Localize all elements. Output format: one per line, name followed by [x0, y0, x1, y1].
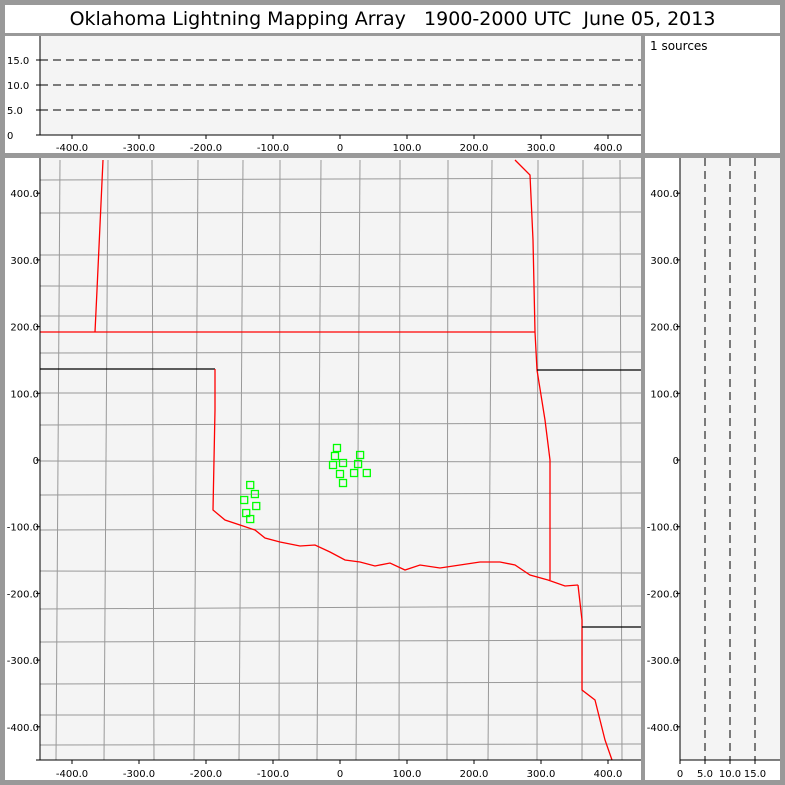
county-line — [398, 159, 401, 761]
x-tick-label: -300.0 — [123, 769, 155, 780]
lightning-source-point — [246, 514, 255, 524]
county-line — [487, 159, 493, 761]
x-tick-label: 200.0 — [460, 769, 489, 780]
y-tick-label: 15.0 — [7, 56, 29, 67]
x-tick-label: 5.0 — [697, 769, 713, 780]
lightning-source-point — [330, 451, 340, 461]
county-line — [39, 460, 642, 463]
county-line — [39, 492, 642, 496]
county-line — [151, 159, 155, 761]
county-line — [39, 605, 642, 610]
county-line — [39, 285, 642, 288]
y-tick-label: -100.0 — [647, 523, 679, 534]
lightning-source-point — [332, 443, 342, 453]
y-tick-label: 10.0 — [7, 81, 29, 92]
lightning-source-point — [252, 501, 261, 511]
x-tick-label: 0 — [337, 143, 343, 154]
y-tick-label: -300.0 — [7, 656, 39, 667]
x-tick-label: 100.0 — [393, 143, 422, 154]
y-tick-label: 5.0 — [7, 106, 23, 117]
y-tick-label: 100.0 — [10, 389, 39, 400]
county-line — [39, 570, 642, 574]
x-tick-label: 400.0 — [594, 143, 623, 154]
lightning-source-point — [240, 495, 249, 505]
x-tick-label: -400.0 — [56, 769, 88, 780]
county-line — [55, 159, 61, 761]
lightning-source-point — [328, 460, 338, 470]
x-tick-label: 10.0 — [719, 769, 741, 780]
lightning-source-point — [353, 459, 363, 469]
county-line — [316, 159, 322, 761]
y-tick-label: 400.0 — [10, 189, 39, 200]
county-line — [193, 159, 199, 761]
county-line — [39, 351, 642, 354]
y-tick-label: 0 — [7, 131, 13, 142]
lightning-source-point — [246, 480, 255, 490]
y-tick-label: 200.0 — [10, 323, 39, 334]
y-tick-label: 200.0 — [650, 323, 679, 334]
x-tick-label: -200.0 — [190, 143, 222, 154]
x-tick-label: -100.0 — [257, 769, 289, 780]
y-tick-label: 400.0 — [650, 189, 679, 200]
x-tick-label: -100.0 — [257, 143, 289, 154]
county-line — [39, 743, 642, 746]
county-line — [39, 253, 642, 256]
x-tick-label: 100.0 — [393, 769, 422, 780]
lightning-source-point — [338, 458, 348, 468]
x-tick-label: 0 — [677, 769, 683, 780]
y-tick-label: 300.0 — [650, 256, 679, 267]
x-tick-label: 0 — [337, 769, 343, 780]
county-line — [103, 159, 109, 761]
x-tick-label: -300.0 — [123, 143, 155, 154]
y-tick-label: -300.0 — [647, 656, 679, 667]
y-tick-label: 100.0 — [650, 389, 679, 400]
lightning-source-point — [355, 450, 365, 460]
county-line — [446, 159, 449, 761]
plot-title: Oklahoma Lightning Mapping Array 1900-20… — [5, 5, 780, 33]
lightning-source-point — [349, 468, 359, 478]
x-tick-label: 300.0 — [527, 143, 556, 154]
x-tick-label: 300.0 — [527, 769, 556, 780]
county-line — [39, 211, 642, 214]
lightning-source-point — [362, 468, 371, 478]
y-tick-label: -200.0 — [647, 589, 679, 600]
county-line — [39, 177, 642, 181]
county-line — [39, 422, 642, 426]
county-line — [619, 159, 623, 761]
x-tick-label: 400.0 — [594, 769, 623, 780]
county-line — [278, 159, 281, 761]
county-line — [39, 639, 642, 643]
y-tick-label: 0 — [673, 456, 679, 467]
source-count: 1 sources — [650, 39, 708, 53]
x-tick-label: -400.0 — [56, 143, 88, 154]
x-tick-label: -200.0 — [190, 769, 222, 780]
y-tick-label: -100.0 — [7, 523, 39, 534]
lightning-source-point — [335, 469, 345, 479]
info-panel: 1 sources — [645, 36, 780, 153]
county-line — [39, 681, 642, 685]
lightning-source-point — [250, 489, 260, 499]
y-tick-label: -200.0 — [7, 589, 39, 600]
y-tick-label: 300.0 — [10, 256, 39, 267]
y-tick-label: -400.0 — [7, 723, 39, 734]
x-tick-label: 15.0 — [744, 769, 766, 780]
lightning-source-point — [338, 478, 348, 488]
x-tick-label: 200.0 — [460, 143, 489, 154]
county-line — [238, 159, 244, 761]
county-line — [39, 527, 642, 531]
y-tick-label: 0 — [33, 456, 39, 467]
county-line — [536, 159, 539, 761]
y-tick-label: -400.0 — [647, 723, 679, 734]
